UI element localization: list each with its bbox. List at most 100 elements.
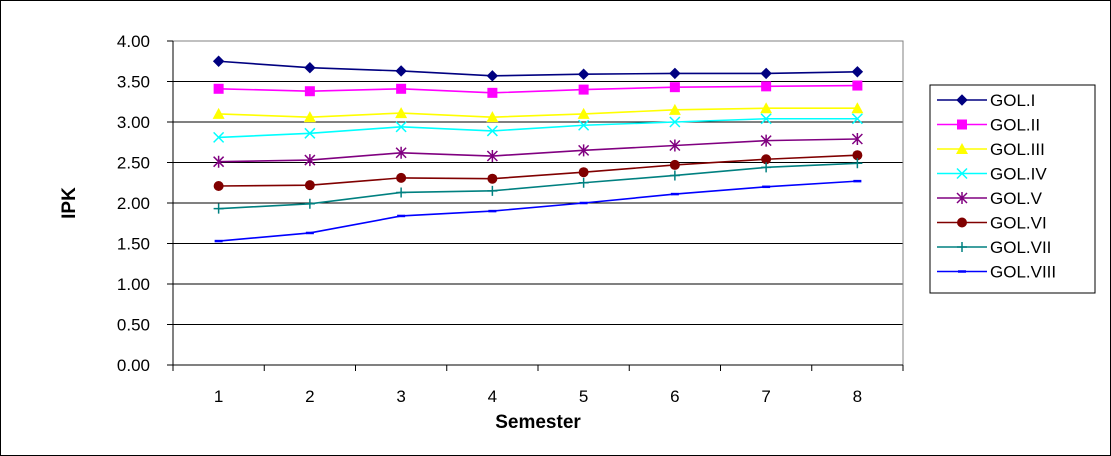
- data-point: [304, 154, 316, 167]
- series-line: [218, 154, 858, 187]
- data-point: [213, 155, 225, 168]
- legend-label: GOL.III: [990, 140, 1045, 159]
- series-line: [218, 117, 858, 139]
- x-tick-label: 7: [761, 387, 770, 406]
- x-tick-label: 5: [579, 387, 588, 406]
- data-point: [577, 107, 590, 119]
- data-point: [851, 66, 864, 78]
- legend-label: GOL.II: [990, 116, 1040, 135]
- data-point: [578, 144, 590, 157]
- y-axis-title: IPK: [59, 187, 80, 219]
- data-point: [578, 167, 589, 178]
- data-point: [212, 55, 225, 67]
- data-point: [852, 150, 863, 161]
- data-point: [396, 172, 407, 183]
- x-tick-label: 2: [305, 387, 314, 406]
- legend-label: GOL.VI: [990, 214, 1047, 233]
- legend-entry: GOL.I: [937, 91, 1035, 110]
- data-point: [669, 82, 680, 93]
- legend-entry: GOL.VIII: [937, 263, 1056, 282]
- series-2: [213, 80, 863, 98]
- gridlines: [173, 40, 903, 325]
- data-point: [213, 203, 224, 214]
- legend-entry: GOL.VI: [937, 214, 1047, 233]
- legend: GOL.I GOL.II GOL.III GOL.IV GOL.V GOL.VI GOL.V…: [929, 84, 1096, 294]
- series-line: [218, 138, 858, 163]
- legend-entry: GOL.IV: [937, 165, 1047, 184]
- data-point: [486, 125, 498, 137]
- data-point: [486, 150, 498, 163]
- y-tick-label: 2.50: [117, 154, 150, 173]
- series-line: [218, 84, 858, 94]
- legend-marker: [957, 242, 967, 252]
- series-8: [214, 179, 862, 243]
- data-point: [213, 180, 224, 191]
- data-point: [487, 185, 498, 196]
- data-point: [760, 134, 772, 147]
- series-line: [218, 107, 858, 118]
- legend-label: GOL.V: [990, 189, 1043, 208]
- data-point: [395, 121, 407, 133]
- legend-label: GOL.VIII: [990, 263, 1056, 282]
- y-tick-label: 2.00: [117, 194, 150, 213]
- data-point: [487, 173, 498, 184]
- legend-label: GOL.VII: [990, 238, 1051, 257]
- data-point: [851, 113, 863, 125]
- y-tick-label: 0.00: [117, 356, 150, 375]
- data-point: [851, 102, 864, 114]
- legend-marker: [956, 167, 968, 180]
- data-point: [577, 68, 590, 80]
- legend-marker: [957, 217, 967, 228]
- data-point: [486, 111, 499, 123]
- legend-marker: [956, 143, 968, 154]
- data-point: [395, 146, 407, 159]
- data-point: [852, 80, 863, 91]
- series-6: [213, 150, 863, 191]
- y-tick-label: 3.00: [117, 113, 150, 132]
- data-point: [669, 139, 681, 152]
- legend-entry: GOL.III: [937, 140, 1045, 159]
- data-point: [304, 127, 316, 139]
- data-point: [669, 159, 680, 170]
- data-point: [851, 133, 863, 146]
- x-tick-label: 1: [214, 387, 223, 406]
- axes: [167, 40, 904, 371]
- series-7: [213, 158, 863, 214]
- data-point: [213, 83, 224, 94]
- legend-label: GOL.I: [990, 91, 1035, 110]
- series-1: [212, 55, 864, 82]
- data-point: [304, 198, 315, 209]
- legend-entry: GOL.V: [937, 189, 1043, 208]
- data-point: [669, 67, 681, 80]
- legend-marker: [956, 94, 968, 106]
- y-tick-labels: 0.00 0.50 1.00 1.50 2.00 2.50 3.00 3.50 4.00: [117, 32, 150, 375]
- series-4: [213, 113, 863, 143]
- series-line: [218, 60, 858, 77]
- data-point: [761, 162, 772, 173]
- data-point: [304, 62, 316, 74]
- data-point: [669, 170, 680, 181]
- data-point: [578, 84, 589, 95]
- data-point: [578, 177, 589, 188]
- y-tick-label: 3.50: [117, 73, 150, 92]
- legend-entry: GOL.VII: [937, 238, 1051, 257]
- data-point: [761, 81, 772, 92]
- data-point: [669, 116, 681, 128]
- y-tick-label: 4.00: [117, 32, 150, 51]
- data-point: [760, 113, 772, 125]
- series-line: [218, 162, 858, 210]
- x-tick-label: 3: [396, 387, 405, 406]
- series-3: [212, 102, 864, 123]
- series-layer: [212, 55, 864, 243]
- data-point: [396, 187, 407, 198]
- data-point: [761, 154, 772, 165]
- x-tick-label: 6: [670, 387, 679, 406]
- y-tick-label: 1.00: [117, 275, 150, 294]
- x-tick-label: 4: [488, 387, 497, 406]
- legend-label: GOL.IV: [990, 165, 1047, 184]
- x-axis-title: Semester: [495, 412, 581, 433]
- series-5: [213, 133, 863, 168]
- data-point: [578, 119, 590, 131]
- x-tick-label: 8: [853, 387, 862, 406]
- legend-entry: GOL.II: [937, 116, 1040, 135]
